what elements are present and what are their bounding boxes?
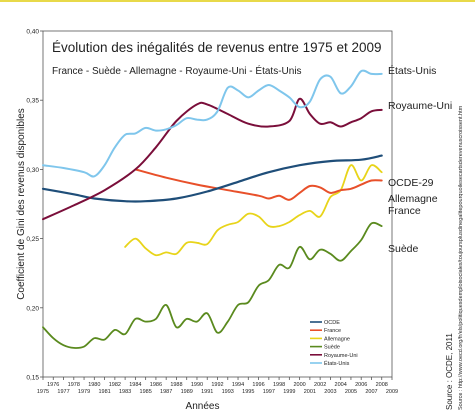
- end-label-etats-unis: États-Unis: [388, 64, 436, 77]
- end-label-royaume-uni: Royaume-Uni: [388, 100, 452, 112]
- x-tick-label: 1998: [273, 382, 285, 388]
- x-tick-label: 1981: [98, 389, 110, 395]
- x-tick-label: 1984: [129, 382, 141, 388]
- x-tick-label: 1988: [170, 382, 182, 388]
- x-tick-label: 1989: [181, 389, 193, 395]
- end-label-ocde-29: OCDE-29: [388, 177, 434, 189]
- x-tick-label: 1991: [201, 389, 213, 395]
- x-tick-label: 1977: [57, 389, 69, 395]
- x-tick-label: 1995: [242, 389, 254, 395]
- series-line-etats-unis: [42, 69, 383, 178]
- y-axis-title: Coefficient de Gini des revenus disponib…: [16, 108, 27, 300]
- x-tick-label: 2005: [345, 389, 357, 395]
- x-tick-label: 1992: [211, 382, 223, 388]
- x-tick-label: 1976: [47, 382, 59, 388]
- source-url: Source : http://www.oecd.org/fr/els/poli…: [458, 105, 464, 410]
- x-tick-label: 1999: [283, 389, 295, 395]
- y-tick-label: 0,40: [26, 29, 39, 36]
- x-tick-label: 1979: [78, 389, 90, 395]
- x-tick-label: 1996: [252, 382, 264, 388]
- end-label-allemagne: Allemagne: [388, 193, 438, 205]
- y-tick-label: 0,25: [26, 236, 39, 243]
- legend-label-france: France: [324, 328, 341, 334]
- x-tick-label: 1982: [109, 382, 121, 388]
- legend-label-etats-unis: États-Unis: [324, 360, 350, 367]
- x-tick-label: 2007: [365, 389, 377, 395]
- x-axis-title: Années: [186, 401, 220, 412]
- legend-label-suede: Suède: [324, 345, 340, 351]
- x-tick-label: 1990: [191, 382, 203, 388]
- legend-label-royaume-uni: Royaume-Uni: [324, 353, 358, 359]
- x-tick-label: 1983: [119, 389, 131, 395]
- series-line-allemagne: [124, 164, 383, 257]
- x-tick-label: 1994: [232, 382, 244, 388]
- legend-label-ocde: OCDE: [324, 320, 340, 326]
- legend-label-allemagne: Allemagne: [324, 336, 350, 342]
- y-tick-label: 0,35: [26, 98, 39, 105]
- x-tick-label: 1975: [37, 389, 49, 395]
- x-tick-label: 1997: [263, 389, 275, 395]
- series-line-royaume-uni: [42, 97, 383, 221]
- x-tick-label: 2002: [314, 382, 326, 388]
- x-tick-label: 1993: [222, 389, 234, 395]
- chart-subtitle: France - Suède - Allemagne - Royaume-Uni…: [52, 64, 302, 77]
- end-label-suede: Suède: [388, 243, 419, 255]
- y-tick-label: 0,30: [26, 167, 39, 174]
- chart-title: Évolution des inégalités de revenus entr…: [52, 40, 381, 55]
- x-tick-label: 2006: [355, 382, 367, 388]
- x-tick-label: 1986: [150, 382, 162, 388]
- x-tick-label: 2004: [335, 382, 347, 388]
- y-tick-label: 0,20: [26, 305, 39, 312]
- x-tick-label: 1985: [140, 389, 152, 395]
- series-line-france: [134, 168, 383, 201]
- x-tick-label: 2001: [304, 389, 316, 395]
- x-tick-label: 1987: [160, 389, 172, 395]
- x-tick-label: 2008: [376, 382, 388, 388]
- end-label-france: France: [388, 205, 421, 217]
- x-tick-label: 2009: [386, 389, 398, 395]
- y-tick-label: 0,15: [26, 375, 39, 382]
- x-tick-label: 1980: [88, 382, 100, 388]
- top-rule: [0, 0, 475, 2]
- source-citation: Source : OCDE, 2011: [445, 333, 454, 410]
- x-tick-label: 2000: [293, 382, 305, 388]
- x-tick-label: 2003: [324, 389, 336, 395]
- series-line-suede: [42, 221, 383, 349]
- series-line-ocde: [41, 154, 383, 203]
- x-tick-label: 1978: [68, 382, 80, 388]
